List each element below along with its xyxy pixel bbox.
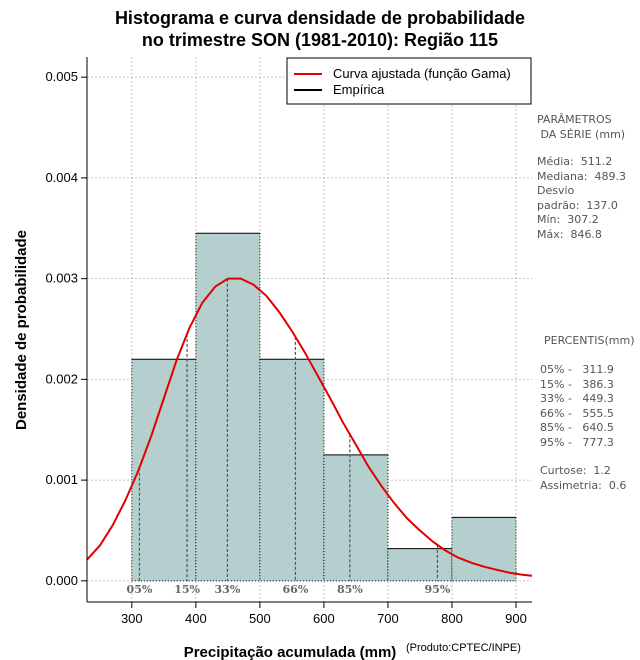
series-stats: Média: 511.2 Mediana: 489.3 Desvio padrã…	[537, 155, 626, 241]
percentis-list: 05% - 311.9 15% - 386.3 33% - 449.3 66% …	[540, 363, 614, 449]
histogram-bar	[451, 517, 516, 581]
histogram-bar	[259, 359, 324, 581]
x-tick-label: 800	[441, 611, 463, 626]
x-axis-label: Precipitação acumulada (mm)	[184, 644, 397, 660]
axes: 300 400 500 600 700 800 900 0.000 0.001 0.002 0.00…	[13, 57, 532, 660]
y-tick-label: 0.002	[45, 371, 78, 386]
histogram-bar	[131, 359, 196, 581]
histogram-bar	[323, 454, 388, 581]
y-tick-label: 0.004	[45, 170, 78, 185]
y-tick-label: 0.005	[45, 69, 78, 84]
percentis-title: PERCENTIS(mm)	[544, 334, 635, 347]
percentile-label: 66%	[283, 583, 309, 596]
percentile-label: 33%	[215, 583, 241, 596]
params-title: PARÂMETROS DA SÉRIE (mm)	[537, 113, 625, 142]
percentile-label: 05%	[127, 583, 153, 596]
legend-label: Empírica	[333, 82, 385, 97]
params-title-line-1: PARÂMETROS	[537, 113, 612, 126]
y-tick-label: 0.000	[45, 573, 78, 588]
gamma-curve-layer	[86, 277, 533, 577]
histogram-bar	[387, 548, 452, 581]
x-tick-label: 400	[185, 611, 207, 626]
percentile-label: 85%	[337, 583, 363, 596]
product-credit: (Produto:CPTEC/INPE)	[406, 642, 521, 654]
y-tick-label: 0.001	[45, 472, 78, 487]
gamma-density-curve	[86, 277, 533, 577]
x-tick-label: 700	[377, 611, 399, 626]
chart-title-line-1: Histograma e curva densidade de probabil…	[114, 8, 526, 28]
x-tick-label: 600	[313, 611, 335, 626]
y-axis-label: Densidade de probabilidade	[13, 230, 30, 430]
legend-box	[286, 57, 532, 105]
chart-title-line-2: no trimestre SON (1981-2010): Região 115	[141, 30, 499, 50]
x-tick-label: 300	[121, 611, 143, 626]
y-tick-label: 0.003	[45, 271, 78, 286]
percentile-label: 15%	[174, 583, 200, 596]
x-tick-label: 900	[505, 611, 527, 626]
percentile-markers: 05% 15% 33% 66% 85% 95%	[127, 278, 451, 596]
legend-label: Curva ajustada (função Gama)	[333, 66, 511, 81]
percentile-label: 95%	[425, 583, 451, 596]
histogram-bars	[131, 232, 517, 582]
shape-stats: Curtose: 1.2 Assimetria: 0.6	[540, 464, 627, 492]
legend: Curva ajustada (função Gama)Empírica	[286, 57, 532, 105]
x-tick-label: 500	[249, 611, 271, 626]
params-title-line-2: DA SÉRIE (mm)	[537, 127, 626, 141]
